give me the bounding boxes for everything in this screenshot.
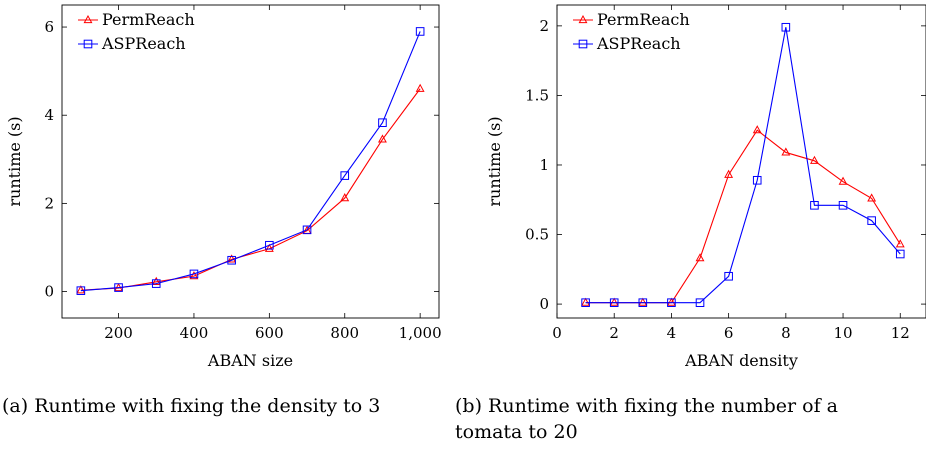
x-tick-label: 600 xyxy=(255,324,284,342)
y-tick-label: 0 xyxy=(539,295,549,313)
legend-marker-permreach xyxy=(84,16,91,23)
x-tick-label: 400 xyxy=(180,324,209,342)
x-tick-label: 8 xyxy=(781,324,791,342)
chart-b-runtime-vs-density: 0 2 4 6 8 10 12 0 0.5 1 1.5 2 ABAN density runtime (s… xyxy=(485,5,926,370)
chart-a-runtime-vs-size: 200 400 600 800 1,000 0 2 4 6 ABAN size runtime (s… xyxy=(5,5,442,370)
data-point-permreach xyxy=(782,148,789,155)
x-tick-label: 1,000 xyxy=(399,324,442,342)
series-aspreach xyxy=(582,23,904,306)
data-point-permreach xyxy=(639,299,646,306)
x-tick-label: 4 xyxy=(667,324,677,342)
legend-label-permreach: PermReach xyxy=(597,10,690,29)
y-axis-label: runtime (s) xyxy=(5,116,24,206)
x-tick-label: 200 xyxy=(104,324,133,342)
series-line-aspreach xyxy=(81,31,420,290)
data-point-permreach xyxy=(417,85,424,92)
y-tick-label: 0 xyxy=(44,283,54,301)
y-tick-label: 0.5 xyxy=(525,226,549,244)
caption-b-line-2: tomata to 20 xyxy=(455,419,925,445)
x-tick-label: 2 xyxy=(609,324,619,342)
series-line-permreach xyxy=(81,89,420,290)
caption-a: (a) Runtime with fixing the density to 3 xyxy=(2,393,447,419)
y-tick-label: 2 xyxy=(44,194,54,212)
y-tick-label: 2 xyxy=(539,17,549,35)
data-point-permreach xyxy=(839,178,846,185)
x-tick-label: 800 xyxy=(330,324,359,342)
data-point-permreach xyxy=(611,299,618,306)
legend: PermReach ASPReach xyxy=(573,10,690,53)
legend: PermReach ASPReach xyxy=(78,10,195,53)
legend-label-aspreach: ASPReach xyxy=(596,34,681,53)
series-line-aspreach xyxy=(586,27,901,302)
caption-b-line-1: (b) Runtime with fixing the number of a xyxy=(455,393,925,419)
data-point-permreach xyxy=(754,126,761,133)
x-tick-label: 10 xyxy=(833,324,852,342)
caption-a-text: (a) Runtime with fixing the density to 3 xyxy=(2,395,380,417)
series-line-permreach xyxy=(586,130,901,303)
legend-label-permreach: PermReach xyxy=(102,10,195,29)
x-tick-label: 6 xyxy=(724,324,734,342)
x-tick-label: 12 xyxy=(891,324,910,342)
legend-marker-permreach xyxy=(579,16,586,23)
caption-b: (b) Runtime with fixing the number of a … xyxy=(455,393,925,445)
series-permreach xyxy=(582,126,904,305)
y-axis-label: runtime (s) xyxy=(485,116,504,206)
series-permreach xyxy=(77,85,424,293)
y-tick-label: 4 xyxy=(44,106,54,124)
x-tick-label: 0 xyxy=(552,324,562,342)
y-tick-label: 6 xyxy=(44,18,54,36)
y-tick-label: 1 xyxy=(539,156,549,174)
x-axis-label: ABAN size xyxy=(207,351,293,370)
data-point-permreach xyxy=(582,299,589,306)
x-axis-label: ABAN density xyxy=(684,351,798,370)
y-tick-label: 1.5 xyxy=(525,86,549,104)
data-point-permreach xyxy=(868,194,875,201)
legend-label-aspreach: ASPReach xyxy=(101,34,186,53)
